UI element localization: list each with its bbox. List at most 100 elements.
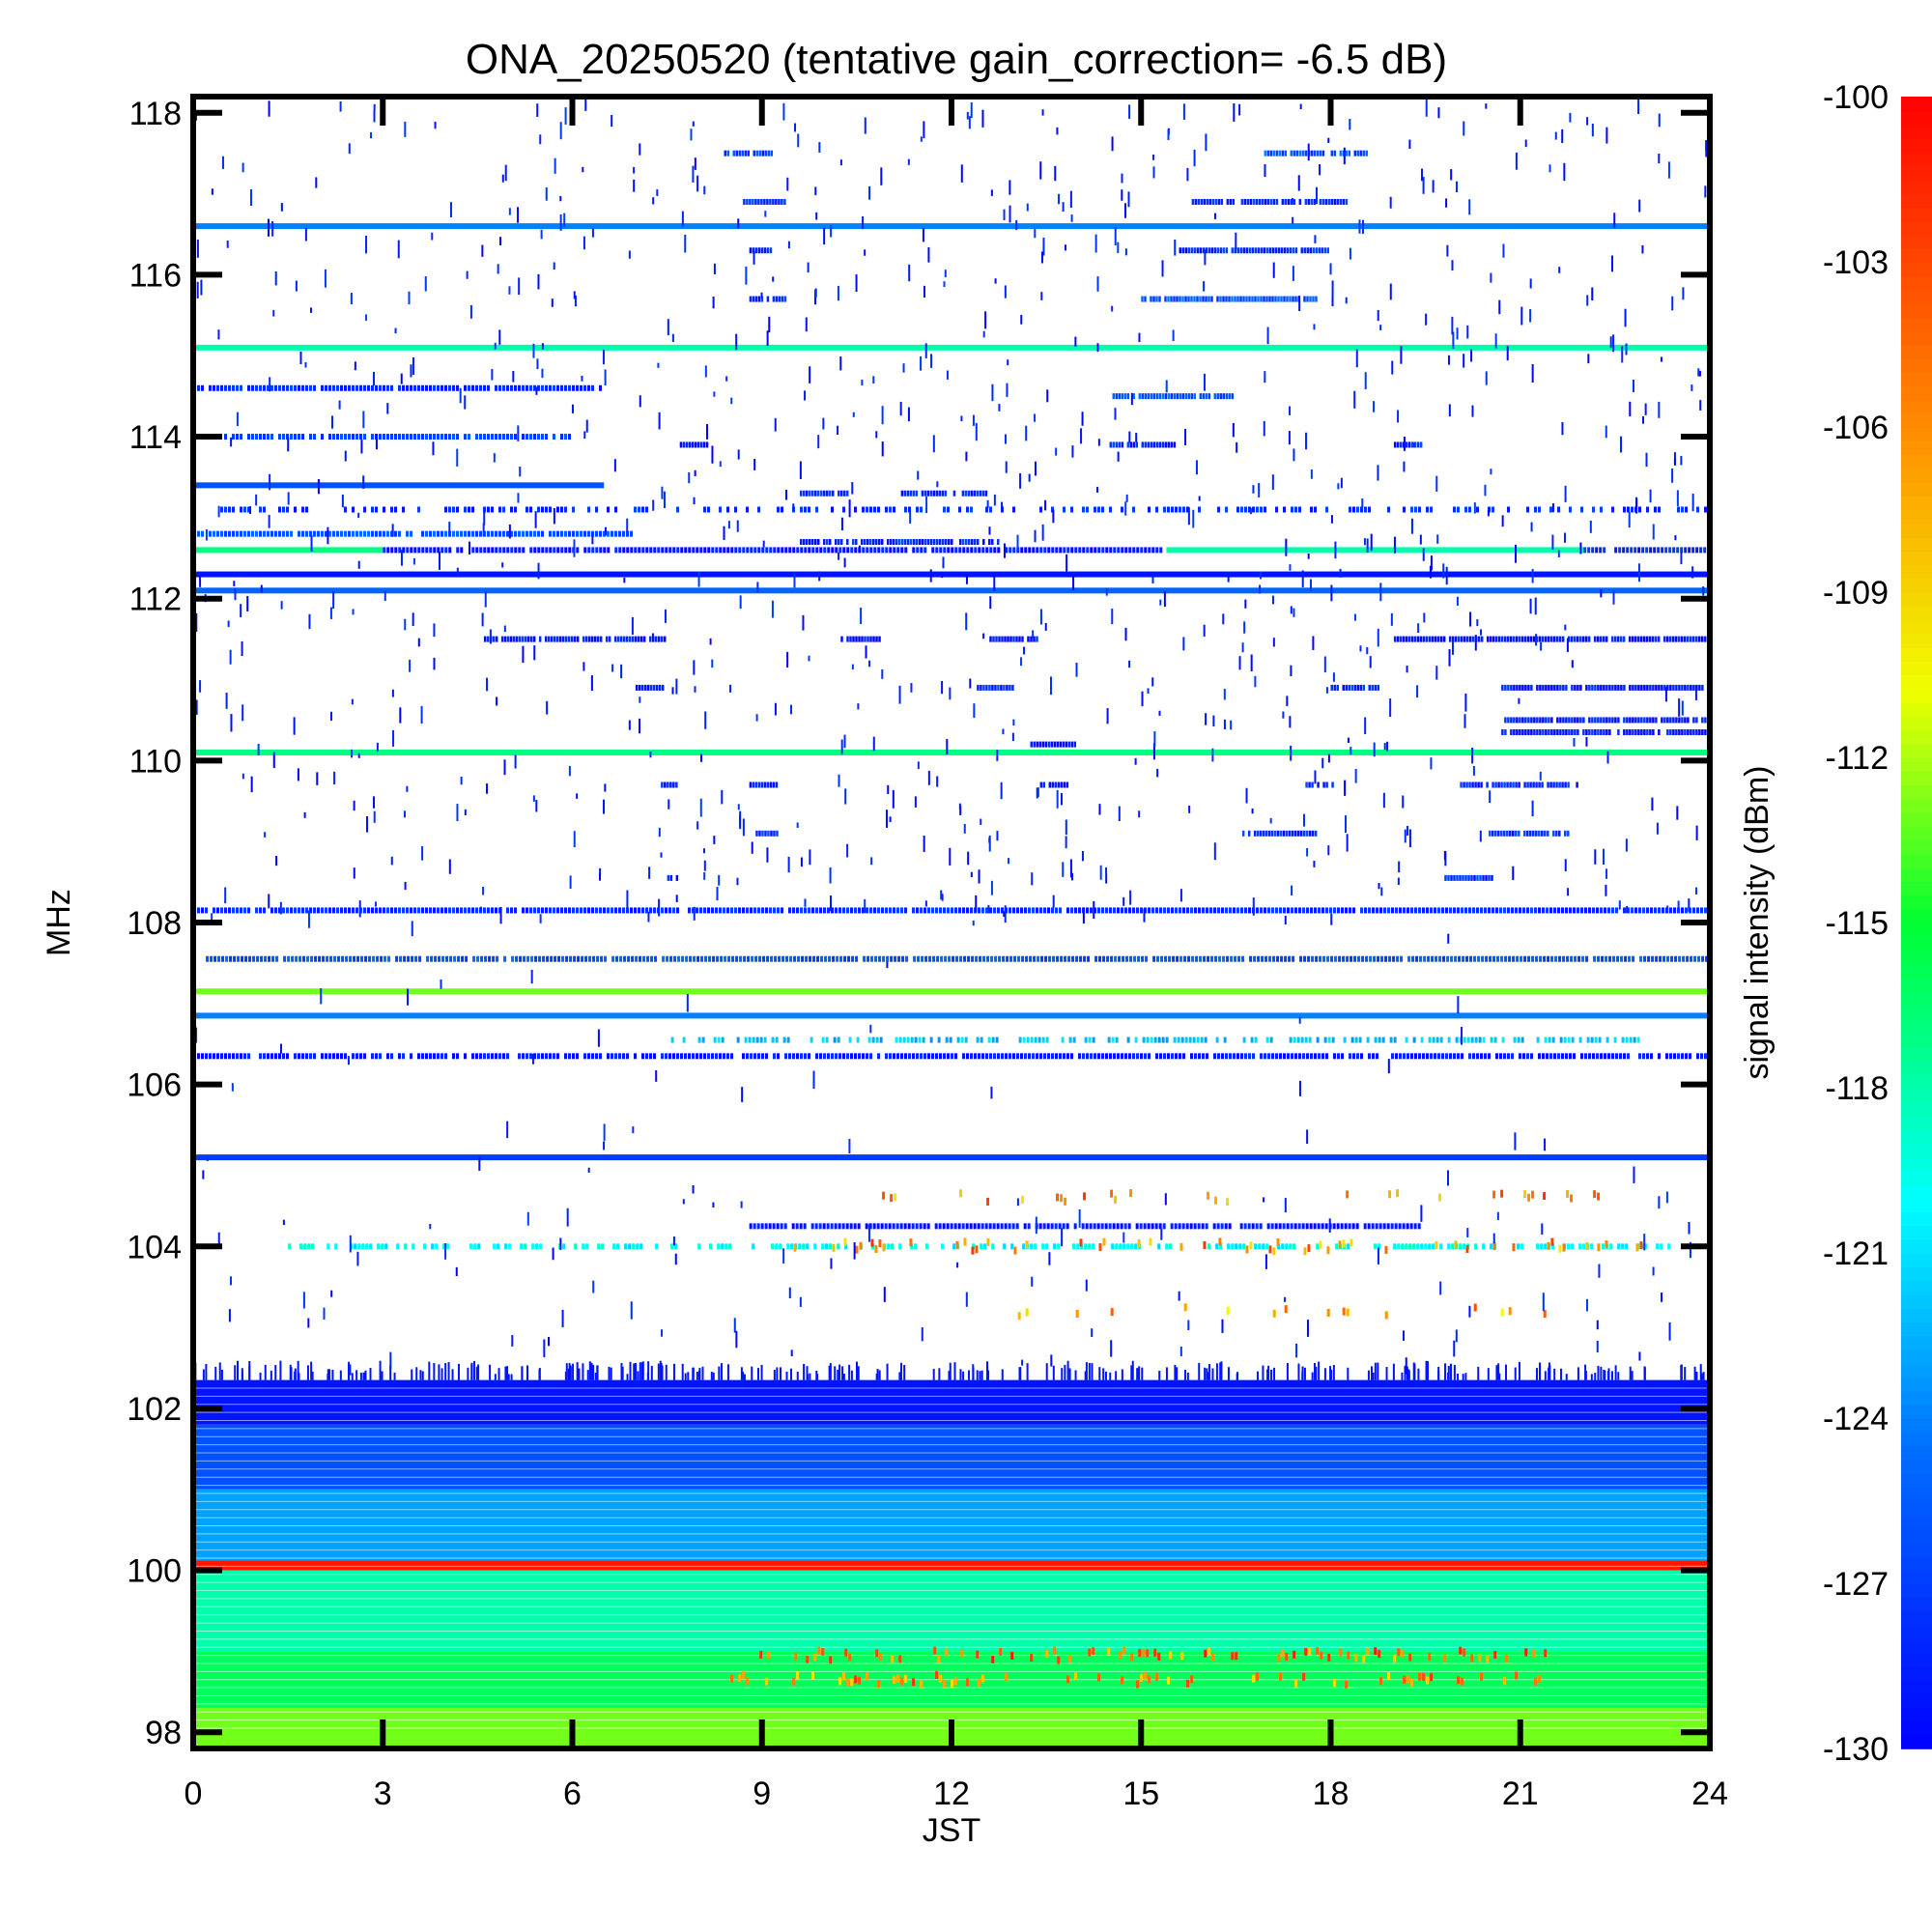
station-band-dash [522, 1053, 525, 1060]
sporadic-signal [1156, 768, 1159, 778]
station-band-dash [1070, 907, 1073, 914]
hot-spot [1107, 1647, 1111, 1656]
station-band-dash [1025, 955, 1029, 962]
signal-segment [1219, 296, 1222, 302]
signal-segment [1663, 717, 1666, 724]
signal-segment [661, 781, 664, 788]
sporadic-signal [242, 162, 244, 173]
station-band-dash [931, 907, 934, 914]
noise-spike [803, 1363, 806, 1380]
station-band-dash [1062, 1223, 1065, 1230]
hot-spot [1538, 1675, 1542, 1684]
noise-spike [1206, 1368, 1208, 1380]
signal-segment [1057, 781, 1061, 788]
sporadic-signal [1203, 624, 1206, 637]
station-band-dash [321, 907, 324, 914]
noise-spike [1262, 1365, 1264, 1380]
station-band-dash [865, 1223, 868, 1230]
station-band-dash [974, 547, 978, 554]
hot-spot [1461, 1677, 1464, 1686]
signal-segment [1152, 296, 1155, 302]
signal-segment [1515, 830, 1518, 837]
station-band-dash [1477, 955, 1481, 962]
station-band-dash [526, 434, 528, 440]
signal-segment [1205, 247, 1208, 254]
signal-segment [1503, 830, 1506, 837]
sporadic-signal [1468, 1305, 1471, 1318]
station-band-dash [646, 955, 650, 962]
sporadic-signal [1035, 1216, 1037, 1235]
station-band-dash [228, 506, 231, 513]
sporadic-signal [1429, 565, 1432, 579]
sporadic-signal [1435, 666, 1438, 680]
station-band-dash [1310, 1053, 1313, 1060]
signal-segment [900, 490, 904, 497]
station-band-dash [1154, 1223, 1158, 1230]
signal-segment [1231, 247, 1234, 254]
station-band-dash [468, 384, 470, 391]
signal-segment [809, 490, 811, 497]
station-band-dash [1365, 955, 1369, 962]
sporadic-signal [802, 614, 805, 631]
station-band-dash [1097, 506, 1100, 513]
signal-segment [1263, 247, 1265, 254]
station-band-dash [1200, 1037, 1204, 1043]
station-band-dash [1490, 1037, 1493, 1043]
sporadic-signal [1289, 564, 1292, 571]
noise-spike [1487, 1368, 1490, 1380]
signal-segment [743, 198, 746, 205]
noise-spike [1315, 1366, 1318, 1380]
station-band-dash [1240, 1053, 1243, 1060]
station-band-dash [1526, 1053, 1529, 1060]
hot-spot [959, 1189, 963, 1198]
station-band-dash [1542, 1053, 1545, 1060]
signal-segment [1509, 830, 1512, 837]
sporadic-signal [936, 776, 939, 787]
sporadic-signal [1054, 165, 1057, 182]
noise-spike [1370, 1366, 1373, 1380]
station-band-dash [907, 1223, 911, 1230]
station-band-dash [1611, 506, 1614, 513]
station-band-dash [518, 530, 521, 537]
station-band-dash [943, 1053, 946, 1060]
station-band-dash [1360, 907, 1363, 914]
station-band-dash [379, 530, 382, 537]
station-band-dash [1542, 907, 1545, 914]
station-band-dash [1631, 506, 1634, 513]
sporadic-signal [805, 317, 808, 332]
station-band-dash [241, 955, 244, 962]
noise-spike [959, 1369, 962, 1380]
noise-spike [1680, 1364, 1683, 1380]
station-band-dash [433, 530, 436, 537]
station-band-dash [1420, 1243, 1424, 1250]
station-band-dash [1465, 955, 1469, 962]
sporadic-signal [1529, 309, 1532, 323]
signal-segment [1556, 684, 1559, 691]
station-band-dash [1611, 907, 1614, 914]
station-band-dash [981, 547, 985, 554]
sporadic-signal [737, 449, 740, 460]
hot-spot [955, 1240, 959, 1249]
hot-spot [1426, 1676, 1430, 1685]
hot-spot [1512, 1243, 1516, 1252]
signal-segment [619, 636, 623, 642]
signal-segment [1205, 393, 1208, 400]
signal-segment [1173, 441, 1177, 448]
noise-spike [1477, 1366, 1480, 1380]
sporadic-signal [1111, 305, 1114, 312]
station-band-dash [916, 506, 919, 513]
signal-segment [1448, 636, 1452, 642]
station-band-dash [900, 547, 904, 554]
sporadic-signal [1298, 1080, 1301, 1096]
signal-segment [658, 684, 662, 691]
station-band-dash [654, 955, 658, 962]
sporadic-signal [539, 914, 542, 923]
sporadic-signal [1329, 263, 1332, 275]
sporadic-signal [1652, 1266, 1655, 1276]
station-band-dash [217, 955, 221, 962]
station-band-dash [1627, 1053, 1630, 1060]
signal-segment [783, 296, 787, 302]
station-band-dash [421, 530, 424, 537]
signal-segment [1591, 684, 1594, 691]
signal-segment [1648, 636, 1652, 642]
